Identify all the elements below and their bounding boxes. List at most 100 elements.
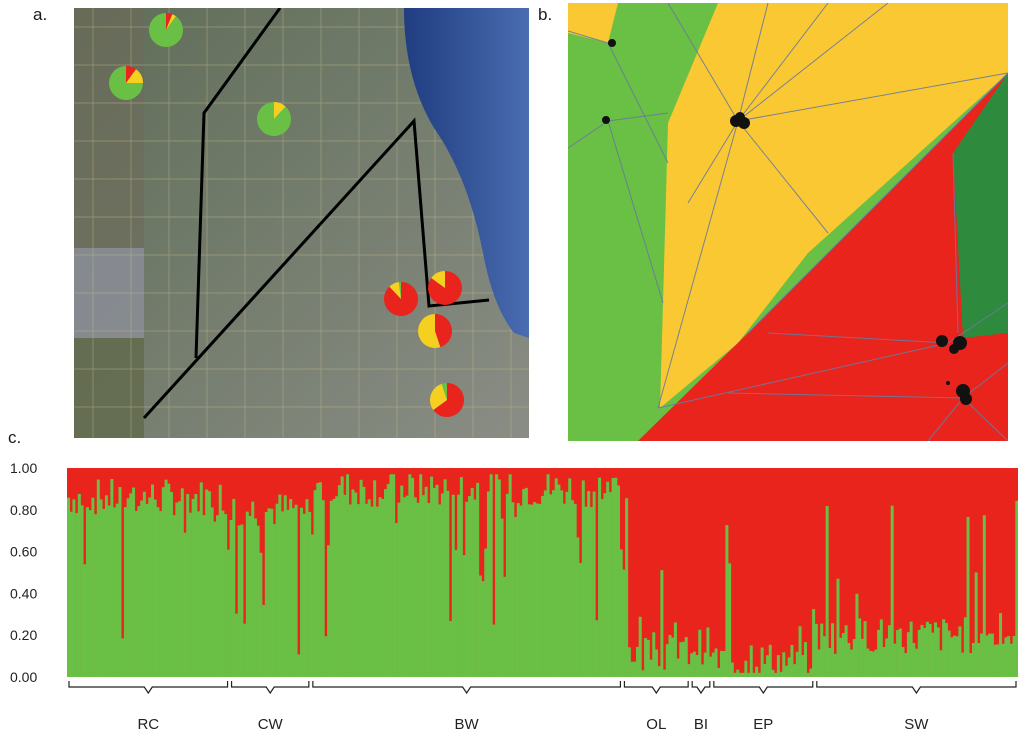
ancestry-bar-green bbox=[633, 661, 637, 677]
ancestry-bar-green bbox=[237, 525, 241, 677]
ancestry-bar-green bbox=[982, 515, 986, 677]
ancestry-bar-green bbox=[72, 499, 76, 677]
ancestry-bar-green bbox=[205, 489, 209, 677]
ancestry-bar-green bbox=[332, 498, 336, 677]
ancestry-bar-green bbox=[611, 477, 615, 677]
ancestry-bar-green bbox=[140, 500, 144, 677]
ancestry-bar-green bbox=[123, 507, 127, 677]
lake-michigan bbox=[404, 8, 529, 338]
ancestry-bar-green bbox=[340, 476, 344, 677]
ancestry-bar-green bbox=[749, 645, 753, 677]
ancestry-bar-green bbox=[405, 495, 409, 677]
panel-label-b: b. bbox=[538, 5, 553, 24]
ancestry-bar-green bbox=[514, 516, 518, 677]
ancestry-bar-green bbox=[389, 474, 393, 677]
group-bracket bbox=[816, 681, 1017, 695]
ancestry-bar-green bbox=[698, 629, 702, 677]
ancestry-bar-green bbox=[107, 505, 111, 677]
ancestry-bar-green bbox=[990, 633, 994, 677]
ancestry-bar-green bbox=[595, 620, 599, 677]
ancestry-bar-green bbox=[936, 627, 940, 677]
ancestry-bar-green bbox=[974, 572, 978, 677]
ancestry-bar-green bbox=[118, 486, 122, 677]
ancestry-bar-green bbox=[533, 502, 537, 677]
ancestry-bar-green bbox=[728, 563, 732, 677]
population-groups: RC CW BW OL BI EP SW bbox=[68, 681, 1017, 733]
ancestry-bar-green bbox=[465, 501, 469, 677]
ancestry-bar-green bbox=[538, 503, 542, 677]
ancestry-bar-green bbox=[711, 652, 715, 677]
ancestry-bar-green bbox=[850, 649, 854, 677]
ancestry-bar-green bbox=[709, 656, 713, 677]
ancestry-bar-green bbox=[898, 628, 902, 677]
ancestry-bar-green bbox=[484, 548, 488, 677]
ancestry-bar-green bbox=[904, 653, 908, 677]
ancestry-bar-green bbox=[817, 649, 821, 677]
ancestry-bar-green bbox=[226, 549, 230, 677]
ancestry-bar-green bbox=[234, 613, 238, 677]
ancestry-bar-green bbox=[462, 555, 466, 677]
pie-chart bbox=[429, 383, 464, 417]
ancestry-bar-green bbox=[722, 650, 726, 677]
ancestry-bar-green bbox=[232, 498, 236, 677]
ancestry-bar-green bbox=[207, 491, 211, 677]
ancestry-bar-green bbox=[416, 502, 420, 677]
ancestry-bar-green bbox=[253, 518, 257, 677]
group-label-bw: BW bbox=[455, 716, 480, 733]
ancestry-bar-green bbox=[782, 652, 786, 677]
ancestry-bar-green bbox=[755, 666, 759, 677]
ancestry-bar-green bbox=[942, 619, 946, 677]
ancestry-bar-green bbox=[210, 507, 214, 677]
pie-slice-red bbox=[166, 13, 173, 30]
ancestry-bar-green bbox=[776, 655, 780, 677]
ancestry-bar-green bbox=[516, 503, 520, 677]
group-bracket bbox=[68, 681, 229, 695]
ancestry-bar-green bbox=[449, 621, 453, 677]
y-axis: 0.00 0.20 0.40 0.60 0.80 1.00 bbox=[10, 460, 37, 685]
group-label-bi: BI bbox=[694, 716, 708, 733]
ancestry-bar-green bbox=[524, 487, 528, 677]
ancestry-bar-green bbox=[446, 490, 450, 677]
ancestry-bar-green bbox=[579, 562, 583, 677]
ancestry-bar-green bbox=[993, 644, 997, 677]
ancestry-bar-green bbox=[495, 474, 499, 677]
ancestry-bar-green bbox=[327, 545, 331, 677]
ancestry-bar-green bbox=[733, 672, 737, 677]
ancestry-bar-green bbox=[473, 499, 477, 677]
ancestry-bar-green bbox=[692, 651, 696, 677]
ancestry-bar-green bbox=[240, 524, 244, 677]
ancestry-bar-green bbox=[879, 619, 883, 677]
ancestry-bar-green bbox=[760, 647, 764, 677]
ancestry-bar-green bbox=[627, 647, 631, 677]
ancestry-bar-green bbox=[1007, 636, 1011, 677]
ancestry-bar-green bbox=[950, 637, 954, 677]
ancestry-bar-green bbox=[858, 618, 862, 677]
ancestry-bar-green bbox=[413, 497, 417, 677]
ancestry-bar-green bbox=[803, 642, 807, 677]
ancestry-bar-green bbox=[503, 576, 507, 677]
ancestry-bar-green bbox=[866, 648, 870, 677]
ancestry-bar-green bbox=[337, 485, 341, 677]
ancestry-bar-green bbox=[719, 650, 723, 677]
ancestry-bar-green bbox=[730, 662, 734, 677]
ancestry-bar-green bbox=[267, 508, 271, 677]
ancestry-bar-green bbox=[963, 617, 967, 677]
ancestry-bar-green bbox=[202, 515, 206, 677]
ancestry-bar-green bbox=[96, 479, 100, 677]
ancestry-bar-green bbox=[549, 494, 553, 677]
ancestry-bar-green bbox=[384, 489, 388, 677]
ancestry-bar-green bbox=[137, 506, 141, 677]
ancestry-bar-green bbox=[251, 501, 255, 677]
ancestry-bar-green bbox=[486, 491, 490, 677]
ancestry-bar-green bbox=[313, 490, 317, 677]
pie-slice-green bbox=[398, 282, 401, 299]
ancestry-bar-green bbox=[635, 646, 639, 677]
ancestry-bar-green bbox=[551, 490, 555, 677]
ancestry-bar-green bbox=[459, 477, 463, 677]
ancestry-bar-green bbox=[671, 637, 675, 677]
voronoi-yellow-region bbox=[660, 3, 1008, 408]
ancestry-bar-green bbox=[581, 480, 585, 677]
ancestry-bar-green bbox=[83, 564, 87, 677]
panel-label-c: c. bbox=[8, 428, 22, 447]
ancestry-bar-green bbox=[855, 593, 859, 677]
